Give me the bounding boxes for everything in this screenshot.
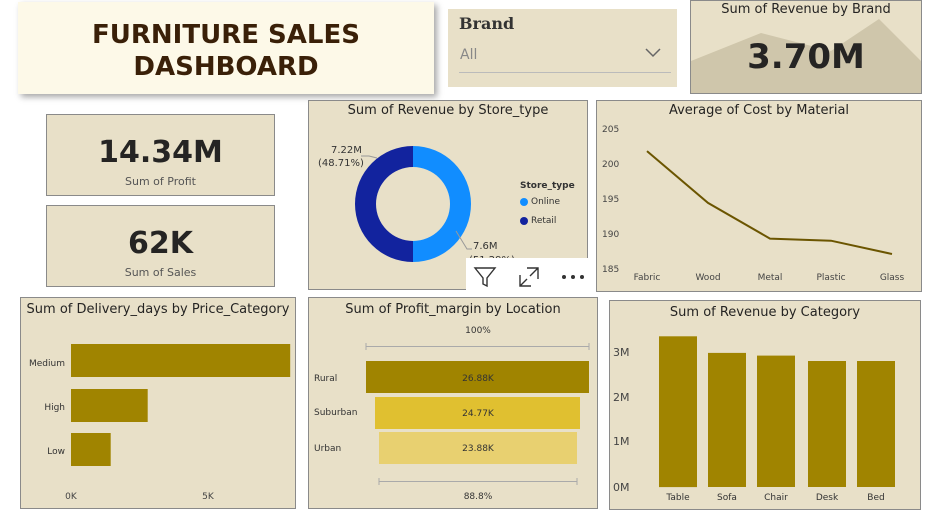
delivery-xtick-label: 5K bbox=[202, 492, 215, 502]
cost-ytick-label: 190 bbox=[602, 230, 619, 240]
legend-title: Store_type bbox=[520, 181, 575, 191]
profit-margin-value-label: 23.88K bbox=[462, 444, 495, 454]
store-type-donut bbox=[355, 146, 528, 262]
donut-slice-online bbox=[413, 146, 471, 262]
profit-card: 14.34M Sum of Profit bbox=[46, 114, 275, 196]
delivery-category-label: Medium bbox=[29, 359, 65, 369]
top-bracket bbox=[365, 343, 590, 350]
profit-margin-bottom-label: 88.8% bbox=[464, 492, 493, 502]
cost-ytick-label: 195 bbox=[602, 195, 619, 205]
revenue-bar-bed bbox=[857, 361, 895, 487]
retail-pct-label: (48.71%) bbox=[318, 158, 364, 169]
cost-ytick-label: 205 bbox=[602, 125, 619, 135]
profit-margin-bar-suburban bbox=[375, 397, 580, 429]
profit-margin-value-label: 26.88K bbox=[462, 374, 495, 384]
delivery-bar-high bbox=[71, 389, 148, 422]
cost-xtick-label: Metal bbox=[758, 273, 783, 283]
sales-value: 62K bbox=[128, 226, 193, 261]
revenue-ytick-label: 2M bbox=[613, 391, 630, 404]
brand-dropdown-value: All bbox=[460, 47, 478, 63]
profit-margin-chart[interactable]: Sum of Profit_margin by Location 100% 26… bbox=[308, 297, 598, 509]
delivery-category-label: High bbox=[44, 403, 65, 413]
brand-slicer[interactable]: Brand All bbox=[448, 9, 677, 87]
delivery-xtick-label: 0K bbox=[65, 492, 78, 502]
legend-online-dot bbox=[520, 198, 528, 206]
legend-retail-label[interactable]: Retail bbox=[531, 216, 557, 226]
revenue-ytick-label: 1M bbox=[613, 435, 630, 448]
revenue-category-plot: 3M 2M 1M 0M Table Sofa Chair Desk Bed bbox=[613, 336, 895, 503]
visual-header bbox=[466, 258, 592, 296]
revenue-category-label: Bed bbox=[867, 493, 884, 503]
revenue-by-category-chart[interactable]: Sum of Revenue by Category 3M 2M 1M 0M T… bbox=[609, 300, 921, 510]
dashboard-title-line2: DASHBOARD bbox=[133, 52, 319, 82]
filter-icon[interactable] bbox=[473, 265, 497, 289]
revenue-category-label: Desk bbox=[816, 493, 839, 503]
revenue-category-title: Sum of Revenue by Category bbox=[669, 305, 861, 320]
profit-margin-value-label: 24.77K bbox=[462, 409, 495, 419]
delivery-category-label: Low bbox=[47, 447, 65, 457]
sales-card: 62K Sum of Sales bbox=[46, 205, 275, 287]
revenue-ytick-label: 0M bbox=[613, 481, 630, 494]
revenue-by-brand-card: Sum of Revenue by Brand 3.70M bbox=[690, 0, 922, 94]
legend-retail-dot bbox=[520, 217, 528, 225]
delivery-by-price-chart[interactable]: Sum of Delivery_days by Price_Category M… bbox=[20, 297, 296, 509]
legend-online-label[interactable]: Online bbox=[531, 197, 561, 207]
profit-margin-bar-rural bbox=[366, 361, 589, 393]
profit-margin-title: Sum of Profit_margin by Location bbox=[345, 302, 561, 317]
delivery-bar-medium bbox=[71, 344, 291, 377]
cost-by-material-title: Average of Cost by Material bbox=[668, 103, 850, 118]
revenue-ytick-label: 3M bbox=[613, 346, 630, 359]
cost-xtick-label: Fabric bbox=[634, 273, 661, 283]
retail-leader-line bbox=[361, 155, 378, 159]
chevron-down-icon[interactable] bbox=[645, 48, 661, 58]
profit-value: 14.34M bbox=[98, 135, 223, 170]
cost-xtick-label: Glass bbox=[880, 273, 905, 283]
brand-dropdown[interactable]: All bbox=[459, 43, 671, 73]
profit-label: Sum of Profit bbox=[125, 175, 196, 188]
revenue-category-label: Table bbox=[665, 493, 690, 503]
revenue-by-brand-title: Sum of Revenue by Brand bbox=[721, 2, 891, 17]
delivery-title: Sum of Delivery_days by Price_Category bbox=[26, 302, 290, 317]
delivery-plot: Medium High Low 0K 5K bbox=[29, 344, 291, 502]
online-value-label: 7.6M bbox=[473, 241, 498, 252]
cost-by-material-chart[interactable]: Average of Cost by Material 205 200 195 … bbox=[596, 100, 922, 292]
profit-margin-plot: 100% 26.88K 24.77K 23.88K Rural Suburban… bbox=[314, 326, 590, 502]
cost-xtick-label: Wood bbox=[695, 273, 720, 283]
sales-label: Sum of Sales bbox=[124, 266, 197, 279]
cost-xtick-label: Plastic bbox=[816, 273, 845, 283]
revenue-by-brand-sparkline-area bbox=[691, 19, 921, 93]
revenue-bar-desk bbox=[808, 361, 846, 487]
dashboard-title-line1: FURNITURE SALES bbox=[92, 20, 360, 50]
more-options-icon[interactable] bbox=[560, 272, 586, 282]
bottom-bracket bbox=[378, 478, 578, 485]
dashboard-title-card: FURNITURE SALES DASHBOARD bbox=[18, 2, 434, 94]
delivery-bar-low bbox=[71, 433, 111, 466]
profit-margin-category-label: Suburban bbox=[314, 408, 357, 418]
revenue-category-label: Sofa bbox=[717, 493, 737, 503]
revenue-bar-table bbox=[659, 336, 697, 488]
cost-ytick-label: 185 bbox=[602, 265, 619, 275]
donut-slice-retail bbox=[355, 146, 413, 262]
profit-margin-category-label: Urban bbox=[314, 444, 341, 454]
revenue-bar-chair bbox=[757, 355, 795, 487]
revenue-category-label: Chair bbox=[764, 493, 788, 503]
retail-value-label: 7.22M bbox=[331, 145, 362, 156]
focus-mode-icon[interactable] bbox=[517, 265, 541, 289]
store-type-title: Sum of Revenue by Store_type bbox=[347, 103, 549, 118]
brand-slicer-label: Brand bbox=[459, 14, 515, 33]
cost-line-series bbox=[646, 150, 893, 255]
profit-margin-category-label: Rural bbox=[314, 374, 337, 384]
revenue-by-brand-value: 3.70M bbox=[747, 37, 865, 77]
revenue-bar-sofa bbox=[708, 352, 746, 487]
online-leader-line bbox=[455, 230, 472, 250]
profit-margin-bar-urban bbox=[379, 432, 577, 464]
cost-ytick-label: 200 bbox=[602, 160, 619, 170]
profit-margin-top-label: 100% bbox=[465, 326, 491, 336]
cost-by-material-plot: 205 200 195 190 185 Fabric Wood Metal Pl… bbox=[602, 125, 905, 283]
